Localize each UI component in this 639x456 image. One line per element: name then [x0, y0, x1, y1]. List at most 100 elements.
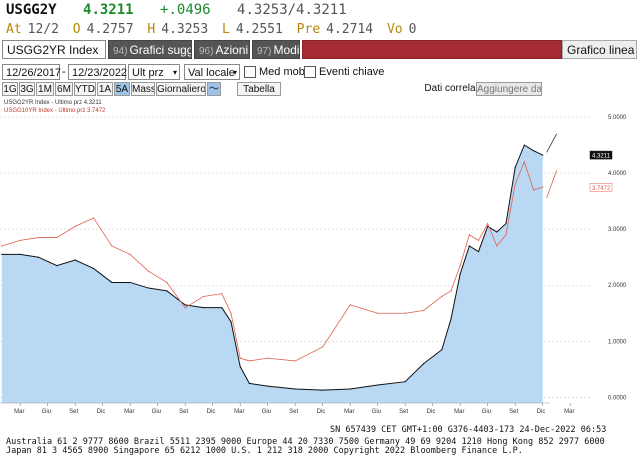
data-point: [166, 290, 168, 292]
security-input[interactable]: USGG2YR Index: [2, 40, 106, 59]
currency-select[interactable]: Val locale ▾: [184, 64, 240, 80]
data-point: [532, 150, 535, 152]
data-point: [532, 189, 535, 191]
moving-average-checkbox[interactable]: [244, 66, 256, 78]
at-label: At: [6, 22, 22, 37]
data-point: [248, 360, 250, 362]
x-tick-label: Mar: [124, 409, 134, 415]
x-tick-label: Dic: [537, 409, 546, 415]
period-button-1a[interactable]: 1A: [97, 82, 113, 96]
data-point: [450, 290, 452, 292]
data-point: [19, 253, 21, 256]
data-point: [468, 245, 470, 247]
pre-value: 4.2714: [326, 22, 374, 37]
data-point: [542, 186, 544, 188]
last-value-label: 3.7472: [592, 186, 611, 192]
moving-average-label: Med mob: [256, 64, 308, 80]
period-button-giornaliero[interactable]: Giornaliero..: [156, 82, 206, 96]
actions-button[interactable]: 96)Azioni ▾: [194, 40, 250, 59]
suggested-charts-button[interactable]: 94)Grafici suggeriti: [108, 40, 192, 59]
chevron-down-icon: ▾: [232, 68, 237, 77]
x-tick-label: Giu: [152, 409, 161, 415]
data-point: [19, 239, 21, 241]
period-button-1m[interactable]: 1M: [36, 82, 54, 96]
data-point: [322, 389, 324, 391]
data-point: [267, 385, 269, 387]
data-point: [514, 166, 516, 169]
x-tick-label: Dic: [97, 409, 106, 415]
y-tick-label: 1.0000: [608, 339, 627, 345]
modify-label: Modif: [273, 43, 300, 57]
start-date-input[interactable]: 12/26/2017: [2, 64, 61, 80]
data-point: [349, 304, 351, 306]
data-point: [267, 357, 269, 359]
period-button-3g[interactable]: 3G: [19, 82, 35, 96]
data-point: [37, 256, 40, 258]
suggested-label: Grafici suggeriti: [129, 43, 192, 57]
footer-copyright: Japan 81 3 4565 8900 Singapore 65 6212 1…: [6, 446, 523, 456]
y-tick-label: 3.0000: [608, 227, 627, 233]
period-button-1g[interactable]: 1G: [2, 82, 18, 96]
pre-label: Pre: [296, 22, 321, 37]
x-tick-label: Set: [289, 409, 298, 415]
data-point: [377, 384, 379, 386]
quote-line: USGG2Y 4.3211 +.0496 4.3253/4.3211: [6, 2, 365, 20]
data-point: [404, 312, 406, 314]
actions-num: 96): [199, 46, 214, 57]
key-events-checkbox[interactable]: [304, 66, 316, 78]
data-point: [147, 287, 150, 289]
add-data-button[interactable]: Aggiungere dati: [476, 82, 542, 96]
x-tick-label: Giu: [262, 409, 271, 415]
data-point: [477, 239, 480, 241]
data-point: [441, 295, 443, 298]
toolbar: USGG2YR Index 94)Grafici suggeriti 96)Az…: [0, 40, 639, 61]
chevron-down-icon: ▾: [172, 68, 177, 77]
low-value: 4.2551: [235, 22, 283, 37]
data-point: [92, 217, 95, 219]
projection-arrow: [546, 170, 558, 199]
actions-label: Azioni: [215, 43, 249, 57]
data-point: [349, 388, 351, 390]
period-button-tabella[interactable]: Tabella: [237, 82, 281, 96]
period-button-ytd[interactable]: YTD: [74, 82, 96, 96]
x-tick-label: Set: [69, 409, 78, 415]
data-point: [230, 321, 232, 323]
open-label: O: [72, 22, 81, 37]
period-button-5a[interactable]: 5A: [114, 82, 130, 96]
x-tick-label: Dic: [317, 409, 326, 415]
data-point: [441, 349, 443, 351]
data-point: [56, 265, 58, 267]
y-tick-label: 5.0000: [608, 115, 627, 121]
chart-type-label[interactable]: Grafico linea: [562, 40, 637, 59]
data-point: [74, 259, 76, 261]
footer-phones: Australia 61 2 9777 8600 Brazil 5511 239…: [6, 437, 605, 447]
data-point: [166, 281, 168, 284]
data-point: [542, 154, 544, 156]
price-field-select[interactable]: Ult prz ▾: [128, 64, 180, 80]
price-change: +.0496: [160, 2, 211, 18]
data-point: [422, 309, 425, 312]
period-button-6m[interactable]: 6M: [55, 82, 73, 96]
data-point: [422, 363, 425, 365]
data-point: [459, 273, 461, 275]
data-point: [230, 312, 232, 314]
y-tick-label: 0.0000: [608, 395, 627, 401]
data-point: [505, 234, 507, 236]
modify-button[interactable]: 97) Modif: [252, 40, 300, 59]
period-button-mass[interactable]: Mass: [131, 82, 155, 96]
projection-arrow: [546, 133, 558, 153]
data-point: [459, 265, 461, 267]
data-point: [111, 245, 113, 247]
ticker-symbol: USGG2Y: [6, 2, 57, 18]
session-info: SN 657439 CET GMT+1:00 G376-4403-173 24-…: [330, 425, 607, 435]
data-point: [404, 381, 406, 383]
chart-type-icon[interactable]: 〜: [207, 82, 221, 96]
data-point: [322, 346, 324, 348]
data-point: [523, 161, 525, 163]
data-correlation-label[interactable]: Dati correla: [424, 82, 476, 96]
legend-series-1: USGG2YR Index - Ultimo prz 4.3211: [4, 100, 102, 106]
end-date-input[interactable]: 12/23/2022: [68, 64, 127, 80]
data-point: [248, 382, 250, 384]
volume-value: 0: [408, 22, 417, 37]
data-point: [221, 293, 223, 295]
